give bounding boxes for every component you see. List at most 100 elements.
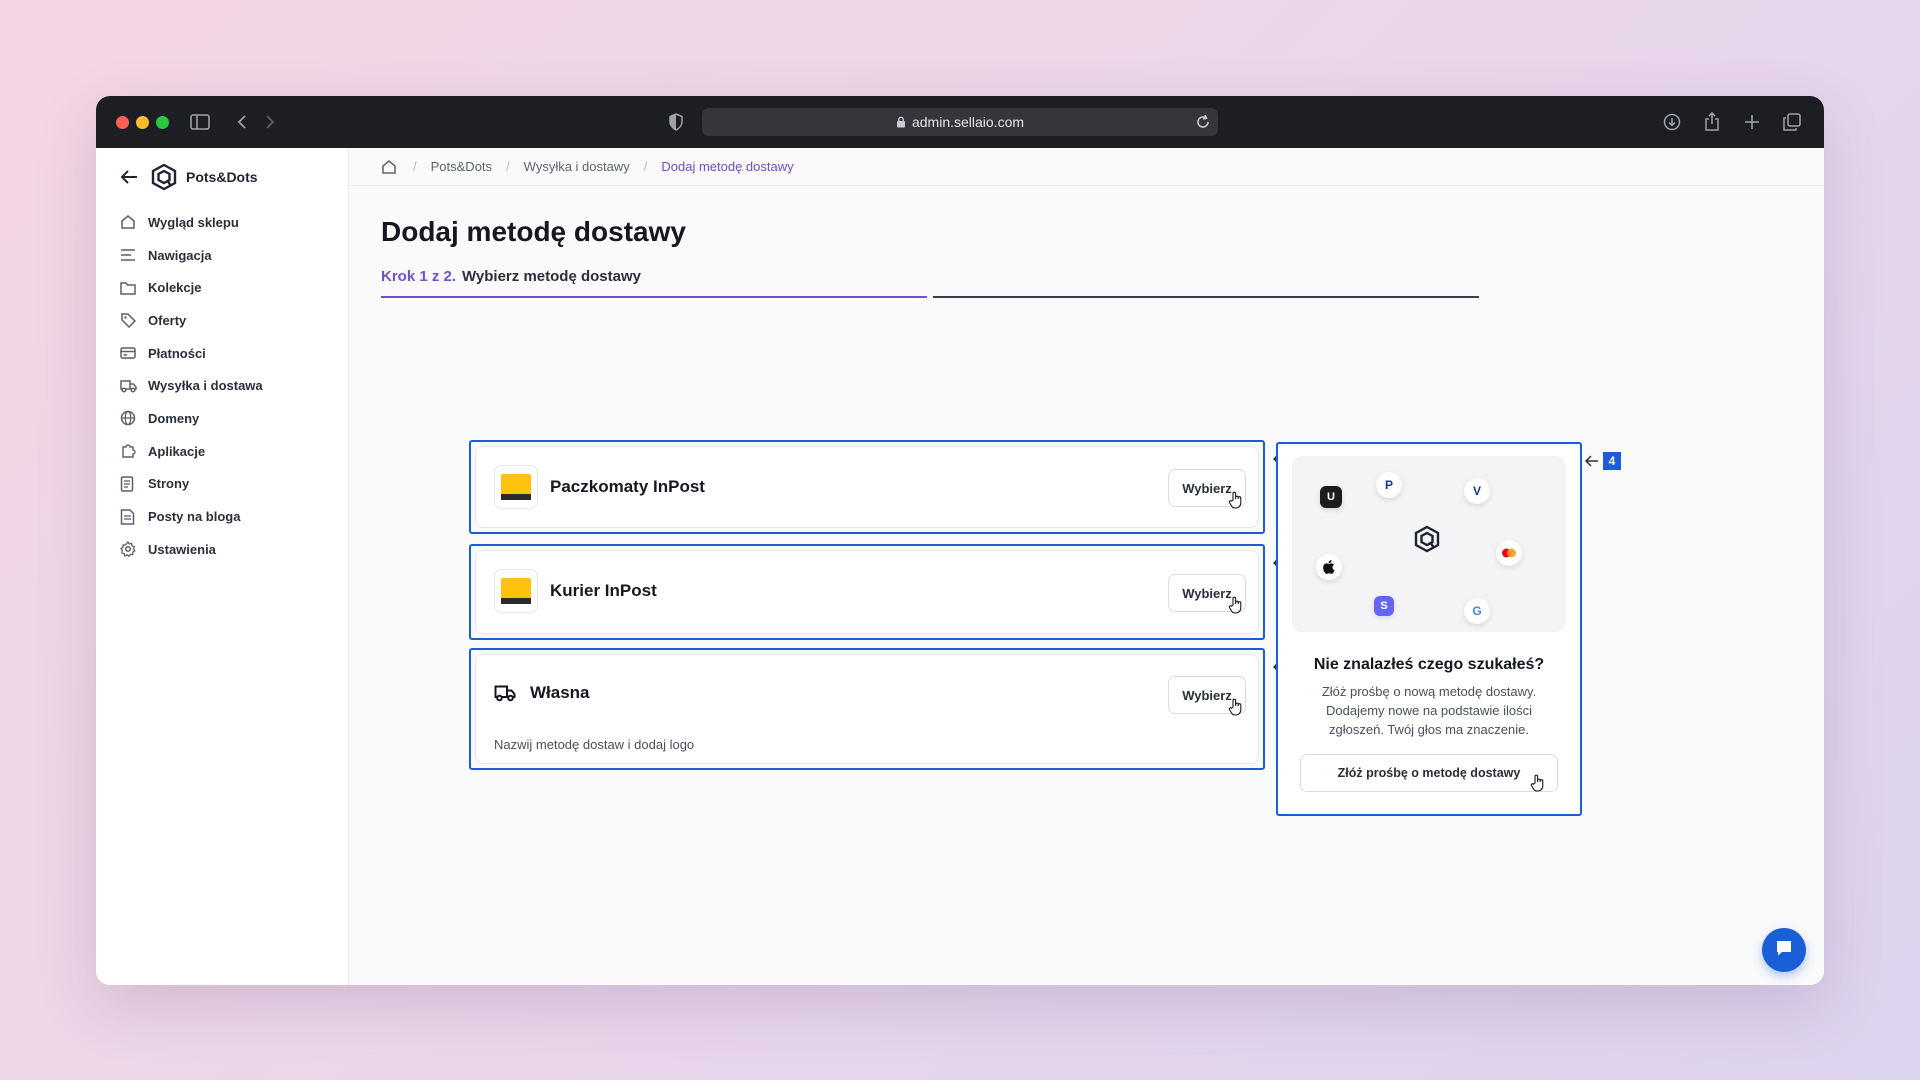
sidebar-item-label: Wysyłka i dostawa — [148, 378, 263, 394]
select-paczkomaty-button[interactable]: Wybierz — [1168, 469, 1246, 507]
method-name: Własna — [530, 683, 590, 702]
minimize-window-button[interactable] — [136, 116, 149, 129]
apple-icon — [1316, 554, 1342, 580]
folder-icon — [120, 279, 138, 297]
sidebar-item-kolekcje[interactable]: Kolekcje — [120, 271, 330, 304]
address-bar[interactable]: admin.sellaio.com — [702, 108, 1218, 136]
annotation-badge: 4 — [1603, 452, 1621, 470]
highlight-box-1 — [469, 440, 1265, 534]
sidebar-item-label: Domeny — [148, 410, 200, 426]
hand-cursor-icon — [1228, 596, 1244, 614]
google-icon: G — [1464, 598, 1490, 624]
integrations-illustration: U P V S G — [1292, 456, 1566, 632]
sidebar-item-label: Posty na bloga — [148, 509, 241, 525]
breadcrumb-current: Dodaj metodę dostawy — [661, 159, 794, 174]
method-name: Paczkomaty InPost — [550, 477, 705, 496]
method-description: Nazwij metodę dostaw i dodaj logo — [494, 737, 695, 752]
home-icon — [120, 213, 138, 231]
u-app-icon: U — [1320, 486, 1342, 508]
zoom-window-button[interactable] — [156, 116, 169, 129]
sidebar-item-posty-na-bloga[interactable]: Posty na bloga — [120, 500, 330, 533]
tab-overview-icon[interactable] — [1778, 108, 1806, 136]
sidebar-nav: Wygląd sklepu Nawigacja Kolekcje Oferty … — [120, 206, 330, 566]
store-name: Pots&Dots — [186, 169, 258, 185]
annotation-marker-4: 4 — [1585, 452, 1621, 470]
gear-icon — [120, 540, 138, 558]
hand-cursor-icon — [1228, 491, 1244, 509]
arrow-left-icon[interactable] — [120, 167, 140, 187]
truck-icon — [494, 679, 522, 707]
step-indicator: Krok 1 z 2. Wybierz metodę dostawy — [381, 268, 641, 285]
sidebar-item-label: Aplikacje — [148, 443, 206, 459]
share-icon[interactable] — [1698, 108, 1726, 136]
method-name: Kurier InPost — [550, 581, 657, 600]
method-card-wlasna[interactable]: Własna Wybierz Nazwij metodę dostaw i do… — [475, 654, 1259, 764]
reload-icon[interactable] — [1194, 112, 1212, 135]
forward-nav-icon[interactable] — [256, 108, 284, 136]
request-card-title: Nie znalazłeś czego szukałeś? — [1313, 656, 1545, 673]
breadcrumb-separator: / — [643, 159, 648, 174]
method-header: Własna — [494, 679, 590, 707]
sidebar-item-label: Wygląd sklepu — [148, 214, 239, 230]
breadcrumb-separator: / — [506, 159, 510, 174]
sellaio-logo-icon — [150, 163, 178, 191]
highlight-box-3 — [469, 648, 1265, 770]
inpost-logo — [494, 465, 538, 509]
inpost-logo — [494, 569, 538, 613]
sidebar-item-strony[interactable]: Strony — [120, 468, 330, 501]
sidebar-item-wyglad-sklepu[interactable]: Wygląd sklepu — [120, 206, 330, 239]
sidebar-item-label: Płatności — [148, 345, 206, 361]
sidebar-toggle-icon[interactable] — [186, 108, 214, 136]
globe-icon — [120, 409, 138, 427]
back-nav-icon[interactable] — [228, 108, 256, 136]
method-card-kurier[interactable]: Kurier InPost Wybierz — [475, 550, 1259, 634]
breadcrumb-store[interactable]: Pots&Dots — [430, 159, 493, 174]
method-header: Paczkomaty InPost — [494, 465, 705, 509]
step-number: Krok 1 z 2. — [381, 268, 457, 285]
lock-icon — [896, 116, 906, 128]
close-window-button[interactable] — [116, 116, 129, 129]
hand-cursor-icon — [1228, 698, 1244, 716]
sidebar: Pots&Dots Wygląd sklepu Nawigacja Kolekc… — [96, 148, 349, 985]
sidebar-item-label: Nawigacja — [148, 247, 212, 263]
url-text: admin.sellaio.com — [911, 114, 1025, 130]
menu-lines-icon — [120, 246, 138, 264]
step-label: Wybierz metodę dostawy — [462, 268, 641, 285]
method-header: Kurier InPost — [494, 569, 657, 613]
breadcrumb-separator: / — [413, 159, 417, 174]
sidebar-item-platnosci[interactable]: Płatności — [120, 337, 330, 370]
request-card-description: Złóż prośbę o nową metodę dostawy. Dodaj… — [1321, 684, 1537, 737]
highlight-box-2 — [469, 544, 1265, 640]
sidebar-item-ustawienia[interactable]: Ustawienia — [120, 533, 330, 566]
highlight-box-4 — [1276, 442, 1582, 816]
sidebar-item-aplikacje[interactable]: Aplikacje — [120, 435, 330, 468]
browser-window: admin.sellaio.com Pots&Dots — [96, 96, 1824, 985]
sidebar-item-wysylka-i-dostawa[interactable]: Wysyłka i dostawa — [120, 369, 330, 402]
privacy-shield-icon[interactable] — [662, 108, 690, 136]
sidebar-item-oferty[interactable]: Oferty — [120, 304, 330, 337]
new-tab-icon[interactable] — [1738, 108, 1766, 136]
chat-bubble-icon — [1774, 938, 1794, 963]
step-progress-active — [381, 296, 927, 298]
blog-post-icon — [120, 508, 138, 526]
truck-icon — [120, 377, 138, 395]
home-icon[interactable] — [381, 158, 399, 176]
tag-icon — [120, 311, 138, 329]
method-card-paczkomaty[interactable]: Paczkomaty InPost Wybierz — [475, 446, 1259, 528]
arrow-left-icon — [1585, 454, 1601, 468]
main-content: / Pots&Dots / Wysyłka i dostawy / Dodaj … — [349, 148, 1824, 985]
request-method-card: U P V S G Nie znalazłeś czego szukałeś? … — [1278, 444, 1580, 814]
s-app-icon: S — [1374, 596, 1394, 616]
request-method-button[interactable]: Złóż prośbę o metodę dostawy — [1300, 754, 1558, 792]
step-progress-inactive — [933, 296, 1479, 298]
hand-cursor-icon — [1530, 774, 1546, 792]
chat-support-button[interactable] — [1762, 928, 1806, 972]
sidebar-item-domeny[interactable]: Domeny — [120, 402, 330, 435]
sidebar-item-nawigacja[interactable]: Nawigacja — [120, 239, 330, 272]
paypal-icon: P — [1376, 472, 1402, 498]
breadcrumb-shipping[interactable]: Wysyłka i dostawy — [523, 159, 630, 174]
downloads-icon[interactable] — [1658, 108, 1686, 136]
sidebar-item-label: Oferty — [148, 312, 187, 328]
v-app-icon: V — [1464, 478, 1490, 504]
mastercard-icon — [1496, 540, 1522, 566]
